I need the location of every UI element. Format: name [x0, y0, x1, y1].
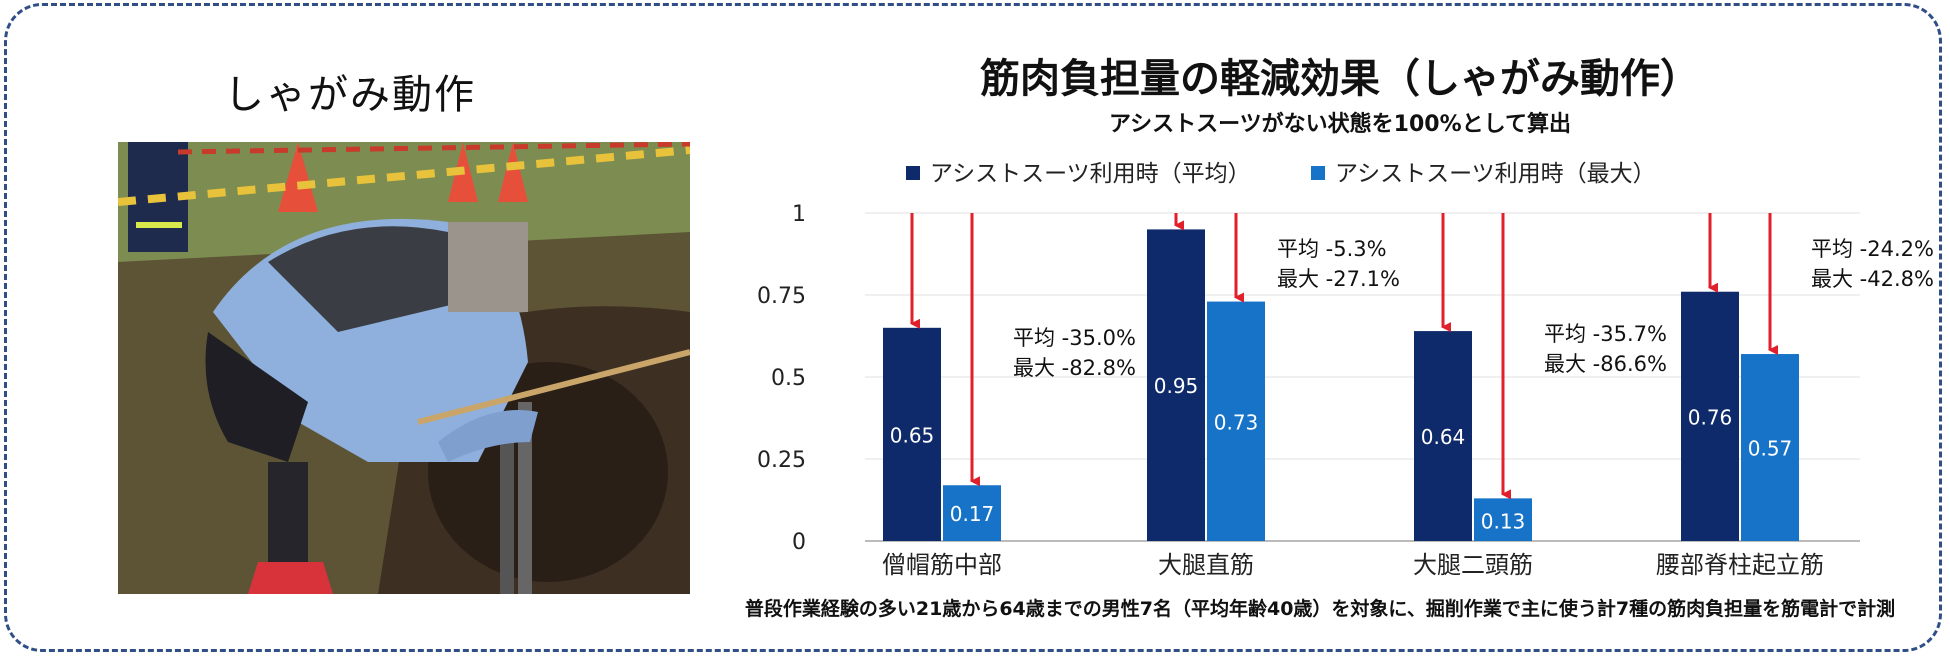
- bar-value-label: 0.17: [950, 502, 995, 526]
- bar: [1414, 331, 1472, 541]
- legend-swatch: [906, 166, 920, 180]
- bar-value-label: 0.64: [1421, 425, 1466, 449]
- bar: [943, 485, 1001, 541]
- annotation-text: 平均 -24.2%: [1811, 237, 1934, 261]
- y-tick-label: 0: [792, 530, 806, 555]
- bar: [1681, 291, 1739, 541]
- category-label: 大腿直筋: [1158, 551, 1254, 579]
- bar-value-label: 0.65: [890, 423, 935, 447]
- annotation-text: 平均 -35.7%: [1544, 322, 1667, 346]
- bar-value-label: 0.76: [1688, 405, 1733, 429]
- worker-photo: [118, 142, 690, 594]
- legend-label: アシストスーツ利用時（平均）: [930, 161, 1251, 187]
- annotation-text: 最大 -42.8%: [1811, 267, 1934, 291]
- y-tick-label: 1: [792, 202, 806, 227]
- photo-title: しゃがみ動作: [224, 72, 476, 118]
- bar-value-label: 0.13: [1481, 509, 1526, 533]
- chart-title: 筋肉負担量の軽減効果（しゃがみ動作）: [980, 56, 1700, 102]
- annotation-text: 最大 -86.6%: [1544, 352, 1667, 376]
- y-tick-label: 0.25: [757, 448, 806, 473]
- annotation-text: 平均 -5.3%: [1277, 237, 1387, 261]
- legend-label: アシストスーツ利用時（最大）: [1335, 161, 1656, 187]
- annotation-text: 最大 -27.1%: [1277, 267, 1400, 291]
- bar-value-label: 0.57: [1748, 437, 1793, 461]
- bar-value-label: 0.73: [1214, 410, 1259, 434]
- y-tick-label: 0.5: [771, 366, 806, 391]
- category-label: 大腿二頭筋: [1413, 551, 1533, 579]
- annotation-text: 平均 -35.0%: [1013, 326, 1136, 350]
- annotation-text: 最大 -82.8%: [1013, 356, 1136, 380]
- legend-swatch: [1311, 166, 1325, 180]
- category-label: 腰部脊柱起立筋: [1656, 551, 1824, 579]
- category-label: 僧帽筋中部: [882, 551, 1002, 579]
- bar-value-label: 0.95: [1154, 374, 1199, 398]
- chart-footnote: 普段作業経験の多い21歳から64歳までの男性7名（平均年齢40歳）を対象に、掘削…: [744, 598, 1896, 620]
- bar: [883, 327, 941, 541]
- chart-subtitle: アシストスーツがない状態を100%として算出: [1109, 112, 1571, 137]
- y-tick-label: 0.75: [757, 284, 806, 309]
- dashed-frame: [4, 3, 1942, 652]
- bar: [1147, 229, 1205, 541]
- bar: [1474, 498, 1532, 541]
- bar: [1741, 354, 1799, 541]
- bar: [1207, 301, 1265, 541]
